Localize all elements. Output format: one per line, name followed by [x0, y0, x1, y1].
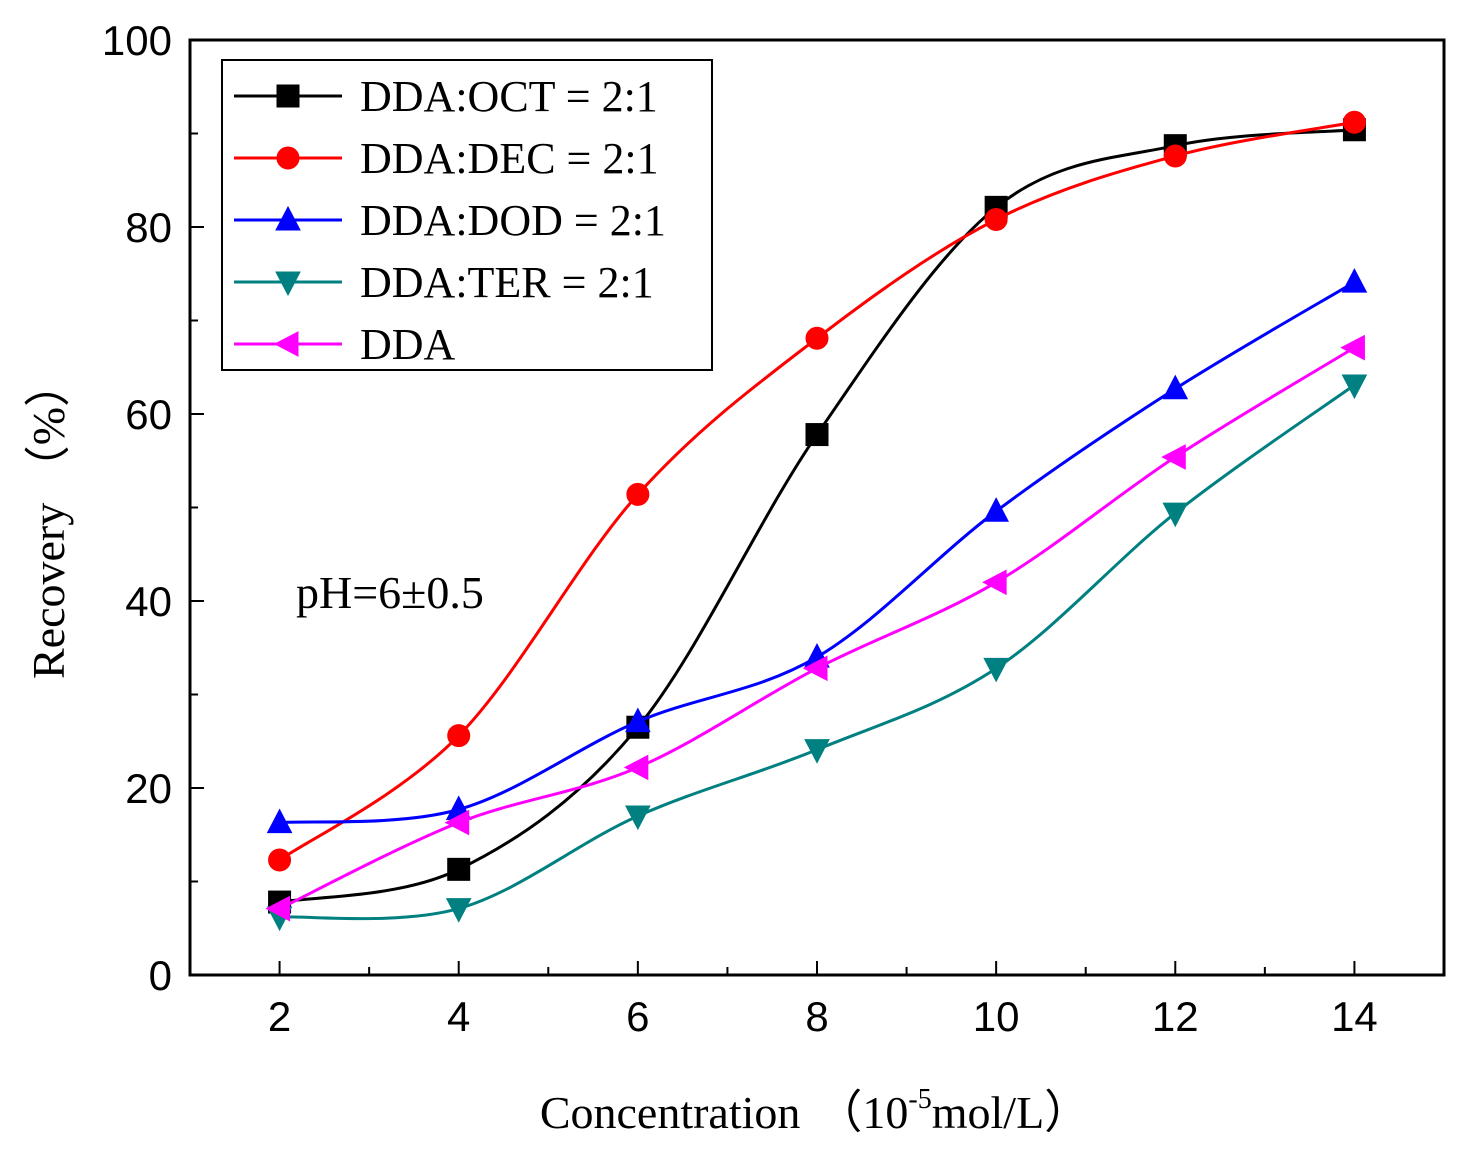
- legend-label: DDA:OCT = 2:1: [360, 72, 658, 121]
- legend-box: [221, 59, 713, 371]
- data-point: [1163, 144, 1187, 168]
- legend-label: DDA:DOD = 2:1: [360, 196, 666, 245]
- x-axis-title-unit-close: mol/L）: [932, 1087, 1090, 1138]
- data-point: [1161, 444, 1186, 470]
- data-point: [625, 805, 651, 831]
- data-point: [805, 326, 829, 350]
- legend-item: DDA: [234, 320, 456, 369]
- legend-items: DDA:OCT = 2:1 DDA:DEC = 2:1 DDA:DOD = 2:1 D…: [234, 72, 666, 369]
- data-point: [805, 423, 829, 447]
- legend-label: DDA: [360, 320, 456, 369]
- y-tick-label: 100: [102, 17, 172, 64]
- data-point: [1341, 268, 1368, 293]
- data-point: [625, 707, 651, 733]
- x-tick-label: 10: [973, 993, 1020, 1040]
- x-tick-label: 8: [805, 993, 828, 1040]
- x-axis-title-unit-exponent: -5: [908, 1084, 931, 1115]
- x-tick-label: 14: [1331, 993, 1378, 1040]
- x-tick-label: 12: [1152, 993, 1199, 1040]
- legend-swatch-marker: [275, 205, 301, 231]
- data-point: [447, 724, 471, 748]
- data-point: [626, 482, 650, 506]
- series-1: [268, 110, 1366, 872]
- data-point: [265, 895, 291, 922]
- data-point: [623, 754, 649, 781]
- legend-swatch-marker: [275, 271, 301, 297]
- data-point: [983, 657, 1009, 683]
- axis-ticks: 2 4 6 8 10 12 14 0 20 40 60 80 100: [102, 17, 1378, 1040]
- legend-item: DDA:OCT = 2:1: [234, 72, 658, 121]
- ph-annotation: pH=6±0.5: [296, 567, 484, 618]
- data-point: [1341, 374, 1368, 400]
- y-tick-label: 80: [125, 204, 172, 251]
- legend-swatch-marker: [273, 331, 299, 357]
- legend-swatch-marker: [276, 84, 300, 108]
- legend-item: DDA:DOD = 2:1: [234, 196, 666, 245]
- data-point: [444, 809, 470, 836]
- x-tick-label: 2: [268, 993, 291, 1040]
- data-point: [1162, 502, 1189, 528]
- y-tick-label: 40: [125, 578, 172, 625]
- x-axis-title-unit-open: （10: [816, 1087, 908, 1138]
- data-point: [1342, 110, 1366, 134]
- data-point: [984, 208, 1008, 232]
- data-point: [1340, 334, 1365, 361]
- legend-item: DDA:DEC = 2:1: [234, 134, 659, 183]
- x-tick-label: 4: [447, 993, 470, 1040]
- series-layer: [265, 110, 1368, 932]
- data-point: [268, 848, 292, 872]
- data-point: [445, 898, 472, 923]
- legend-label: DDA:TER = 2:1: [360, 258, 654, 307]
- x-axis-title-main: Concentration: [540, 1087, 801, 1138]
- series-4: [265, 334, 1365, 922]
- data-point: [982, 569, 1007, 596]
- y-axis-title: Recovery （%）: [23, 361, 74, 679]
- y-tick-label: 20: [125, 765, 172, 812]
- x-axis-title: Concentration （10-5mol/L）: [540, 1084, 1090, 1138]
- legend-swatch-marker: [276, 146, 300, 170]
- y-tick-label: 0: [149, 952, 172, 999]
- y-tick-label: 60: [125, 391, 172, 438]
- data-point: [983, 497, 1009, 522]
- legend-label: DDA:DEC = 2:1: [360, 134, 659, 183]
- data-point: [1162, 374, 1189, 400]
- data-point: [804, 739, 830, 764]
- x-tick-label: 6: [626, 993, 649, 1040]
- legend-item: DDA:TER = 2:1: [234, 258, 654, 307]
- data-point: [802, 655, 828, 682]
- legend: DDA:OCT = 2:1 DDA:DEC = 2:1 DDA:DOD = 2:1 D…: [221, 59, 713, 371]
- data-point: [266, 808, 293, 834]
- data-point: [447, 857, 471, 881]
